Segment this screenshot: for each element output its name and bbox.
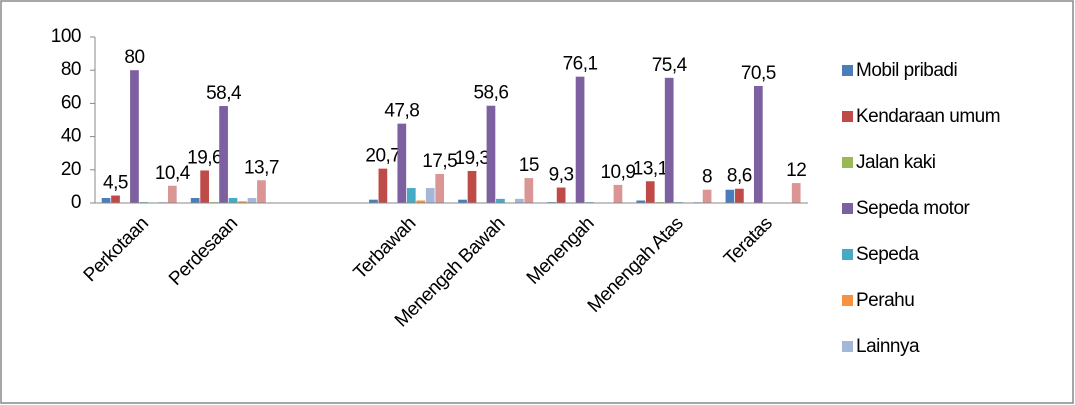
legend-swatch	[842, 111, 853, 122]
data-label: 58,4	[206, 83, 242, 104]
bar	[247, 198, 257, 203]
legend-swatch	[842, 249, 853, 260]
bar	[190, 198, 200, 203]
legend-swatch	[842, 203, 853, 214]
y-tick-label: 0	[71, 192, 81, 213]
bar	[467, 170, 477, 203]
bar	[496, 198, 505, 203]
data-label: 13,7	[244, 157, 279, 178]
legend-label: Kendaraan umum	[856, 106, 1000, 127]
data-label: 76,1	[563, 54, 598, 75]
bar	[575, 76, 585, 203]
bar	[219, 106, 228, 203]
y-tick-label: 80	[61, 59, 81, 80]
legend-swatch	[842, 341, 853, 352]
bar	[397, 123, 407, 203]
bar	[636, 200, 646, 203]
bar	[257, 180, 266, 203]
data-label: 20,7	[365, 146, 400, 167]
bar	[378, 168, 388, 203]
bar	[369, 199, 378, 203]
legend-label: Perahu	[856, 290, 914, 311]
bar	[702, 189, 712, 203]
data-label: 4,5	[103, 173, 128, 194]
data-label: 17,5	[422, 151, 457, 172]
bar	[664, 77, 674, 203]
data-label: 12	[786, 160, 806, 181]
bar	[101, 198, 111, 203]
bar	[725, 189, 735, 203]
data-label: 10,4	[155, 163, 191, 184]
data-label: 70,5	[741, 63, 776, 84]
data-label: 75,4	[652, 55, 688, 76]
data-label: 19,3	[455, 148, 490, 169]
data-label: 8,6	[727, 166, 752, 187]
legend-label: Jalan kaki	[856, 152, 936, 173]
data-label: 10,9	[600, 162, 635, 183]
y-tick-label: 20	[61, 159, 81, 180]
bar	[556, 187, 566, 203]
bar	[130, 70, 139, 203]
y-tick-label: 100	[51, 26, 81, 47]
bar	[416, 200, 426, 203]
data-label: 15	[519, 155, 539, 176]
y-tick-label: 40	[61, 126, 81, 147]
legend-swatch	[842, 157, 853, 168]
data-label: 80	[124, 47, 144, 68]
bar	[515, 198, 524, 203]
data-label: 58,6	[473, 83, 508, 104]
bar	[406, 188, 416, 203]
bar	[735, 188, 744, 203]
y-tick-label: 60	[61, 92, 81, 113]
bar	[425, 188, 435, 203]
bar	[645, 181, 655, 203]
data-label: 47,8	[384, 101, 419, 122]
bar	[200, 170, 209, 203]
legend-label: Sepeda motor	[856, 198, 971, 219]
bar	[486, 105, 496, 203]
bar	[524, 178, 534, 203]
bar	[791, 183, 801, 203]
legend-label: Mobil pribadi	[856, 60, 957, 81]
bar	[753, 85, 763, 203]
legend-swatch	[842, 65, 853, 76]
bar	[613, 184, 623, 203]
legend-swatch	[842, 295, 853, 306]
bar	[238, 201, 247, 203]
bar	[435, 173, 445, 203]
data-label: 9,3	[549, 165, 574, 186]
data-label: 13,1	[633, 158, 668, 179]
legend-label: Sepeda	[856, 244, 919, 265]
bar	[228, 198, 238, 203]
bar	[111, 195, 120, 203]
data-label: 19,6	[187, 147, 222, 168]
bar	[458, 199, 467, 203]
data-label: 8	[702, 167, 712, 188]
legend-label: Lainnya	[856, 336, 920, 357]
bar	[167, 185, 177, 203]
